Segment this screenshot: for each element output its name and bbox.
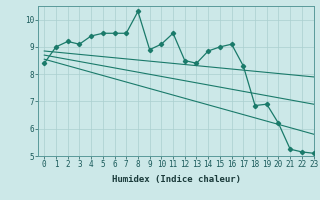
X-axis label: Humidex (Indice chaleur): Humidex (Indice chaleur) [111,175,241,184]
